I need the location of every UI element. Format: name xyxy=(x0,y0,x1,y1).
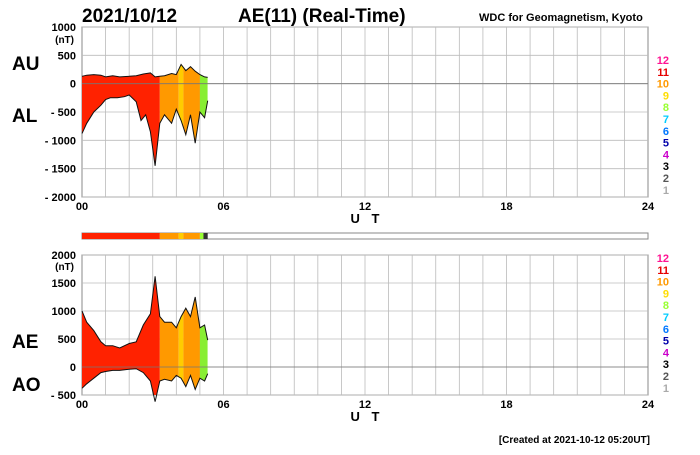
organization-label: WDC for Geomagnetism, Kyoto xyxy=(479,12,643,24)
y-tick-label: 1000 xyxy=(52,22,76,34)
legend-entry: 1 xyxy=(663,383,669,395)
legend-entry: 12 xyxy=(657,253,669,265)
x-tick-label: 06 xyxy=(217,399,229,411)
created-timestamp: [Created at 2021-10-12 05:20UT] xyxy=(499,435,650,446)
station-bar-segment xyxy=(203,233,208,239)
series-line-ao xyxy=(81,368,209,402)
y-tick-label: 0 xyxy=(70,362,76,374)
series-line-ae xyxy=(81,276,209,349)
legend-entry: 11 xyxy=(657,67,669,79)
y-tick-label: 2000 xyxy=(52,250,76,262)
x-tick-label: 00 xyxy=(76,399,88,411)
x-tick-label: 24 xyxy=(642,399,655,411)
legend-entry: 10 xyxy=(657,79,669,91)
side-label-au: AU xyxy=(12,54,39,75)
chart-title: AE(11) (Real-Time) xyxy=(238,6,406,27)
side-label-ae: AE xyxy=(12,332,38,353)
legend-entry: 9 xyxy=(663,288,669,300)
unit-label: (nT) xyxy=(55,262,74,273)
x-tick-label: 06 xyxy=(217,201,229,213)
y-tick-label: 0 xyxy=(70,79,76,91)
legend-entry: 9 xyxy=(663,90,669,102)
y-tick-label: 500 xyxy=(58,334,76,346)
side-label-ao: AO xyxy=(12,375,41,396)
station-bar-segment xyxy=(183,233,200,239)
y-tick-label: - 1500 xyxy=(45,164,76,176)
area-band xyxy=(178,64,184,166)
ae-ao-panel: 2000 1500 1000 500 0 - 500 (nT) 00 06 12 18 24 U T AE… xyxy=(12,250,655,424)
y-tick-label: - 2000 xyxy=(45,192,76,204)
y-tick-label: 1500 xyxy=(52,278,76,290)
legend-entry: 7 xyxy=(663,312,669,324)
legend-entry: 8 xyxy=(663,300,669,312)
legend-entry: 1 xyxy=(663,185,669,197)
au-al-panel: 1000 500 0 - 500 - 1000 - 1500 - 2000 (nT) 00 06 1… xyxy=(12,22,655,226)
legend-entry: 8 xyxy=(663,102,669,114)
station-bar-segment xyxy=(82,233,160,239)
legend-entry: 7 xyxy=(663,114,669,126)
series-line-au xyxy=(81,63,208,78)
legend-entry: 6 xyxy=(663,324,669,336)
x-tick-label: 12 xyxy=(359,399,371,411)
legend-entry: 2 xyxy=(663,173,669,185)
station-bar-segment xyxy=(199,233,204,239)
legend-entry: 6 xyxy=(663,126,669,138)
x-tick-label: 24 xyxy=(642,201,655,213)
x-axis-label: U T xyxy=(351,211,384,226)
legend-entry: 4 xyxy=(663,347,670,359)
y-tick-label: - 500 xyxy=(51,107,76,119)
area-band xyxy=(199,276,208,395)
chart-date: 2021/10/12 xyxy=(82,6,177,27)
y-tick-label: 500 xyxy=(58,50,76,62)
x-tick-label: 18 xyxy=(500,201,512,213)
station-bar-segment xyxy=(178,233,184,239)
legend-entry: 11 xyxy=(657,265,669,277)
legend-entry: 2 xyxy=(663,371,669,383)
side-label-al: AL xyxy=(12,106,38,127)
x-tick-label: 18 xyxy=(500,399,512,411)
legend-entry: 12 xyxy=(657,55,669,67)
area-band xyxy=(199,64,208,166)
station-bar-segment xyxy=(159,233,179,239)
y-tick-label: - 500 xyxy=(51,390,76,402)
y-tick-label: 1000 xyxy=(52,306,76,318)
legend-entry: 10 xyxy=(657,277,669,289)
legend-entry: 5 xyxy=(663,336,669,348)
unit-label: (nT) xyxy=(55,35,74,46)
x-axis-label: U T xyxy=(351,409,384,424)
legend-entry: 4 xyxy=(663,149,670,161)
x-tick-label: 00 xyxy=(76,201,88,213)
area-band xyxy=(178,276,184,395)
legend-entry: 3 xyxy=(663,161,669,173)
x-tick-label: 12 xyxy=(359,201,371,213)
legend-entry: 5 xyxy=(663,138,669,150)
series-line-al xyxy=(81,94,209,166)
legend-entry: 3 xyxy=(663,359,669,371)
y-tick-label: - 1000 xyxy=(45,135,76,147)
station-coverage-bar xyxy=(81,232,649,240)
